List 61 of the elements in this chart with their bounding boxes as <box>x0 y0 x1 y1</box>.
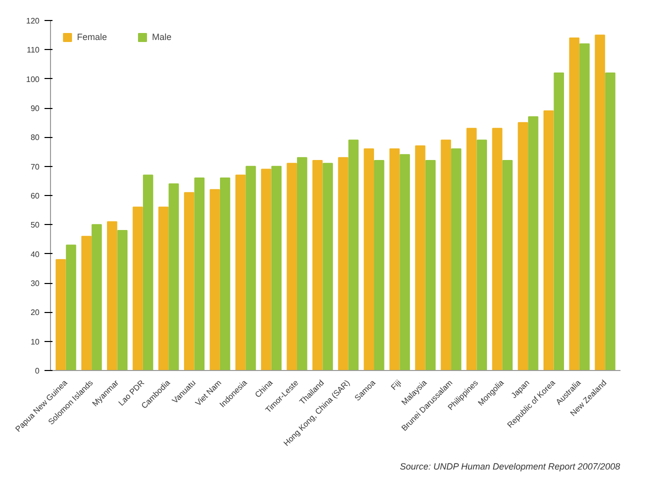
bar <box>81 236 92 370</box>
y-tick-label: 20 <box>30 308 40 318</box>
bar <box>194 178 205 370</box>
bar <box>348 140 359 370</box>
bar <box>220 178 230 370</box>
bar <box>364 148 374 370</box>
bar <box>158 206 169 370</box>
bar <box>569 38 580 370</box>
bar <box>117 230 128 370</box>
x-tick-label: Fiji <box>389 378 404 392</box>
y-tick-label: 120 <box>26 16 40 26</box>
bar <box>466 128 477 370</box>
y-tick-label: 80 <box>30 133 40 142</box>
y-tick-label: 10 <box>30 337 40 346</box>
bar <box>605 72 616 370</box>
bar <box>286 162 297 370</box>
bar <box>400 154 410 370</box>
bar <box>322 162 333 370</box>
bar <box>425 160 436 370</box>
bar <box>415 145 426 370</box>
legend-label: Male <box>152 32 172 42</box>
bar <box>528 116 538 370</box>
bar <box>451 148 462 370</box>
bar <box>66 244 76 370</box>
bar <box>579 43 590 370</box>
legend-label: Female <box>77 32 108 42</box>
bar <box>168 183 179 370</box>
bar <box>502 160 513 370</box>
bar <box>440 140 452 370</box>
bar <box>389 148 400 370</box>
y-tick-label: 100 <box>26 74 40 84</box>
bar <box>246 166 256 370</box>
y-tick-label: 90 <box>30 104 40 113</box>
bar <box>235 174 246 370</box>
y-tick-label: 50 <box>30 220 40 230</box>
bar <box>476 140 487 370</box>
bar <box>518 122 528 370</box>
bar <box>132 206 143 370</box>
y-tick-label: 60 <box>30 192 40 200</box>
bar <box>271 166 282 370</box>
bar <box>554 72 564 370</box>
bar <box>543 110 554 370</box>
bar <box>492 128 502 370</box>
bar <box>374 160 384 370</box>
bar <box>56 259 66 370</box>
bar <box>297 157 308 370</box>
bar <box>210 189 220 370</box>
y-tick-label: 40 <box>30 250 40 259</box>
y-tick-label: 30 <box>30 279 40 288</box>
source-note: Source: UNDP Human Development Report 2007/2008 <box>400 462 620 472</box>
bar <box>338 157 348 370</box>
bar <box>92 224 102 370</box>
bar <box>107 221 118 370</box>
bar <box>184 192 194 370</box>
bar <box>312 160 323 370</box>
y-tick-label: 110 <box>26 46 40 55</box>
bar <box>142 174 154 370</box>
bar <box>261 168 272 370</box>
y-tick-label: 0 <box>35 366 40 376</box>
y-tick-label: 70 <box>30 162 40 172</box>
bar <box>594 34 606 370</box>
